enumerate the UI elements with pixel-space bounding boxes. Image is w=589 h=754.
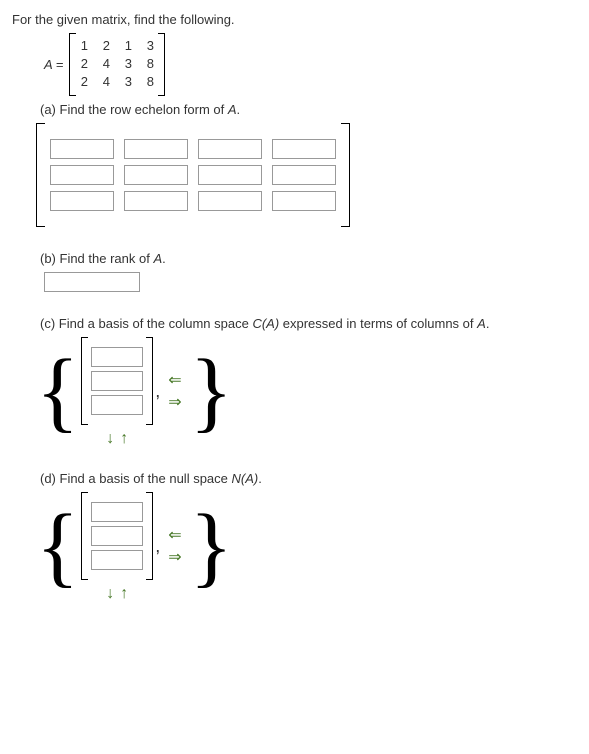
rank-input[interactable] [44, 272, 140, 292]
ref-cell-input[interactable] [124, 139, 188, 159]
nullspace-colvec [81, 492, 153, 580]
remove-vector-icon[interactable]: ⇐ [168, 373, 181, 389]
part-a-var: A [228, 102, 237, 117]
nullspace-vecset: {↓↑,⇐⇒} [36, 492, 577, 602]
part-d-suffix: . [258, 471, 262, 486]
matrix-cell: 8 [143, 55, 157, 73]
ref-cell-input[interactable] [50, 191, 114, 211]
add-row-down-icon[interactable]: ↓ [106, 586, 114, 602]
brace-left: { [36, 502, 79, 592]
part-b-prefix: (b) Find the rank of [40, 251, 153, 266]
brace-right: } [190, 347, 233, 437]
part-c-mid: expressed in terms of columns of [279, 316, 477, 331]
nullspace-colvec-input[interactable] [91, 550, 143, 570]
ref-cell-input[interactable] [50, 139, 114, 159]
matrix-cell: 3 [143, 37, 157, 55]
ref-input-row [50, 165, 336, 185]
matrix-cell: 4 [99, 55, 113, 73]
ref-cell-input[interactable] [272, 191, 336, 211]
ref-cell-input[interactable] [198, 139, 262, 159]
nullspace-colvec-cluster: ↓↑ [81, 492, 153, 602]
add-vector-icon[interactable]: ⇒ [168, 550, 181, 566]
matrix-row: 1213 [77, 37, 157, 55]
colspace-row-arrows: ↓↑ [106, 431, 128, 447]
colspace-colvec-input[interactable] [91, 395, 143, 415]
matrix-A-label: A = [44, 57, 63, 72]
add-vector-icon[interactable]: ⇒ [168, 395, 181, 411]
part-d-prefix: (d) Find a basis of the null space [40, 471, 232, 486]
ref-cell-input[interactable] [272, 165, 336, 185]
intro-text: For the given matrix, find the following… [12, 12, 577, 27]
part-b-label: (b) Find the rank of A. [40, 251, 577, 266]
matrix-cell: 3 [121, 73, 135, 91]
brace-right: } [190, 502, 233, 592]
part-c-CA: C(A) [252, 316, 279, 331]
part-c-var: A [477, 316, 486, 331]
colspace-colvec-input[interactable] [91, 347, 143, 367]
matrix-cell: 8 [143, 73, 157, 91]
colspace-colvec-cluster: ↓↑ [81, 337, 153, 447]
add-row-down-icon[interactable]: ↓ [106, 431, 114, 447]
matrix-cell: 2 [77, 55, 91, 73]
matrix-cell: 2 [77, 73, 91, 91]
part-c-suffix: . [486, 316, 490, 331]
ref-input-row [50, 139, 336, 159]
part-d-label: (d) Find a basis of the null space N(A). [40, 471, 577, 486]
ref-cell-input[interactable] [198, 191, 262, 211]
matrix-cell: 3 [121, 55, 135, 73]
ref-cell-input[interactable] [124, 191, 188, 211]
nullspace-row-arrows: ↓↑ [106, 586, 128, 602]
part-a-label: (a) Find the row echelon form of A. [40, 102, 577, 117]
matrix-cell: 1 [77, 37, 91, 55]
brace-left: { [36, 347, 79, 437]
matrix-cell: 4 [99, 73, 113, 91]
add-row-up-icon[interactable]: ↑ [120, 586, 128, 602]
ref-cell-input[interactable] [198, 165, 262, 185]
matrix-row: 2438 [77, 55, 157, 73]
matrix-A-body: 121324382438 [69, 33, 165, 96]
remove-vector-icon[interactable]: ⇐ [168, 528, 181, 544]
ref-cell-input[interactable] [272, 139, 336, 159]
ref-input-row [50, 191, 336, 211]
add-row-up-icon[interactable]: ↑ [120, 431, 128, 447]
ref-cell-input[interactable] [50, 165, 114, 185]
colspace-vector-arrows: ⇐⇒ [168, 373, 181, 411]
comma: , [153, 381, 162, 402]
colspace-colvec-input[interactable] [91, 371, 143, 391]
matrix-row: 2438 [77, 73, 157, 91]
matrix-cell: 1 [121, 37, 135, 55]
part-d-NA: N(A) [232, 471, 259, 486]
matrix-cell: 2 [99, 37, 113, 55]
part-a-suffix: . [237, 102, 241, 117]
comma: , [153, 536, 162, 557]
part-b-var: A [153, 251, 162, 266]
colspace-colvec [81, 337, 153, 425]
ref-input-matrix [36, 123, 350, 227]
nullspace-vector-arrows: ⇐⇒ [168, 528, 181, 566]
matrix-A-display: A = 121324382438 [44, 33, 577, 96]
part-c-label: (c) Find a basis of the column space C(A… [40, 316, 577, 331]
colspace-vecset: {↓↑,⇐⇒} [36, 337, 577, 447]
part-c-prefix: (c) Find a basis of the column space [40, 316, 252, 331]
ref-cell-input[interactable] [124, 165, 188, 185]
part-a-prefix: (a) Find the row echelon form of [40, 102, 228, 117]
nullspace-colvec-input[interactable] [91, 526, 143, 546]
nullspace-colvec-input[interactable] [91, 502, 143, 522]
part-b-suffix: . [162, 251, 166, 266]
